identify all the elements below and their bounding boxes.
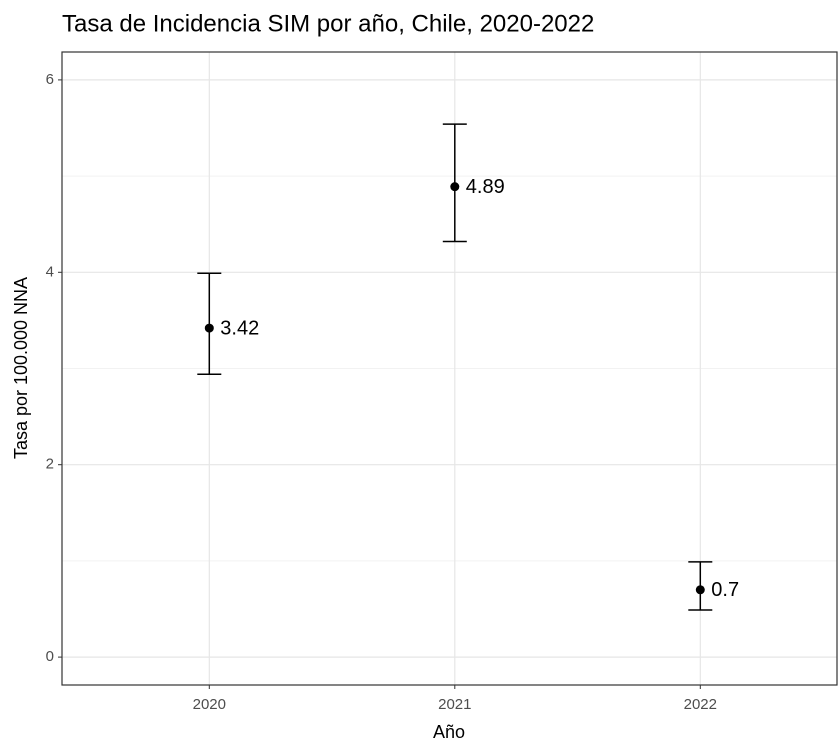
value-label: 3.42: [220, 317, 259, 339]
x-axis-title: Año: [433, 722, 465, 742]
point: [450, 182, 460, 192]
point: [204, 323, 214, 333]
y-tick-label: 0: [46, 648, 54, 665]
y-tick-label: 6: [46, 71, 54, 88]
panel-border: [61, 51, 838, 686]
x-tick-label: 2022: [684, 696, 717, 713]
y-tick-label: 4: [46, 263, 54, 280]
y-tick-label: 2: [46, 456, 54, 473]
y-axis-title: Tasa por 100.000 NNA: [11, 277, 31, 459]
x-tick-label: 2021: [438, 696, 471, 713]
value-label: 4.89: [466, 176, 505, 198]
value-label: 0.7: [711, 579, 739, 601]
x-tick-label: 2020: [193, 696, 226, 713]
point: [695, 585, 705, 595]
chart-title: Tasa de Incidencia SIM por año, Chile, 2…: [62, 10, 594, 37]
